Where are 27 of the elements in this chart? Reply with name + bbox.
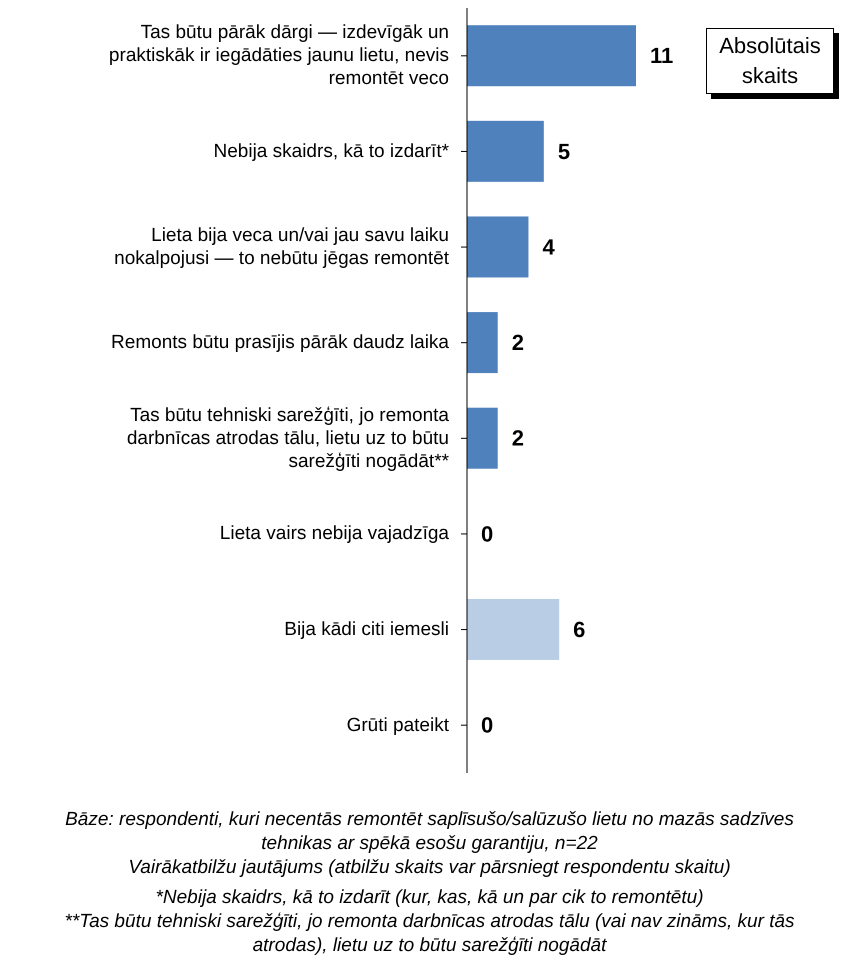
data-label: 4: [542, 234, 556, 260]
bar: [467, 408, 498, 469]
data-label: 2: [512, 426, 524, 451]
data-label: 11: [650, 43, 674, 68]
bar: [467, 120, 544, 182]
y-tick-label: Nebija skaidrs, kā to izdarīt*: [212, 140, 449, 163]
data-label: 2: [512, 330, 524, 356]
text: *Nebija skaidrs, kā to izdarīt (kur, kas, kā un par cik to remontētu): [154, 886, 705, 910]
text: Absolūtais skaits: [706, 28, 834, 94]
y-tick-label: Lieta bija veca un/vai jau savu laiku nokalpojusi — to nebūtu jēgas remontēt: [113, 224, 449, 270]
data-label: 0: [481, 521, 494, 546]
y-tick-label: Bija kādi citi iemesli: [283, 618, 449, 642]
y-tick-label: Tas būtu pārāk dārgi — izdevīgāk un praktiskāk ir iegādāties jaunu lietu, nevis remontēt veco: [108, 21, 449, 90]
bar: [467, 598, 560, 660]
y-tick-label: Lieta vairs nebija vajadzīga: [218, 522, 449, 546]
data-label: 6: [573, 616, 586, 642]
data-label: 5: [558, 138, 570, 164]
bar: [467, 216, 528, 278]
text: **Tas būtu tehniski sarežģīti, jo remonta darbnīcas atrodas tālu (vai nav zināms, kur tās atrodas), lietu uz to būtu sarežģīti nogādāt: [63, 910, 796, 958]
bar: [467, 312, 498, 374]
text: Bāze: respondenti, kuri necentās remontēt saplīsušo/salūzušo lietu no mazās sadzīves tehnikas ar spēkā esošu garantiju, n=22: [64, 808, 795, 856]
y-tick-label: Tas būtu tehniski sarežģīti, jo remonta darbnīcas atrodas tālu, lietu uz to būtu sarežģīti nogādāt**: [126, 404, 449, 473]
y-tick-label: Remonts būtu prasījis pārāk daudz laika: [110, 331, 449, 354]
bar: [467, 25, 636, 86]
text: Vairākatbilžu jautājums (atbilžu skaits var pārsniegt respondentu skaitu): [127, 856, 732, 880]
data-label: 0: [481, 712, 494, 738]
y-tick-label: Grūti pateikt: [346, 714, 449, 737]
